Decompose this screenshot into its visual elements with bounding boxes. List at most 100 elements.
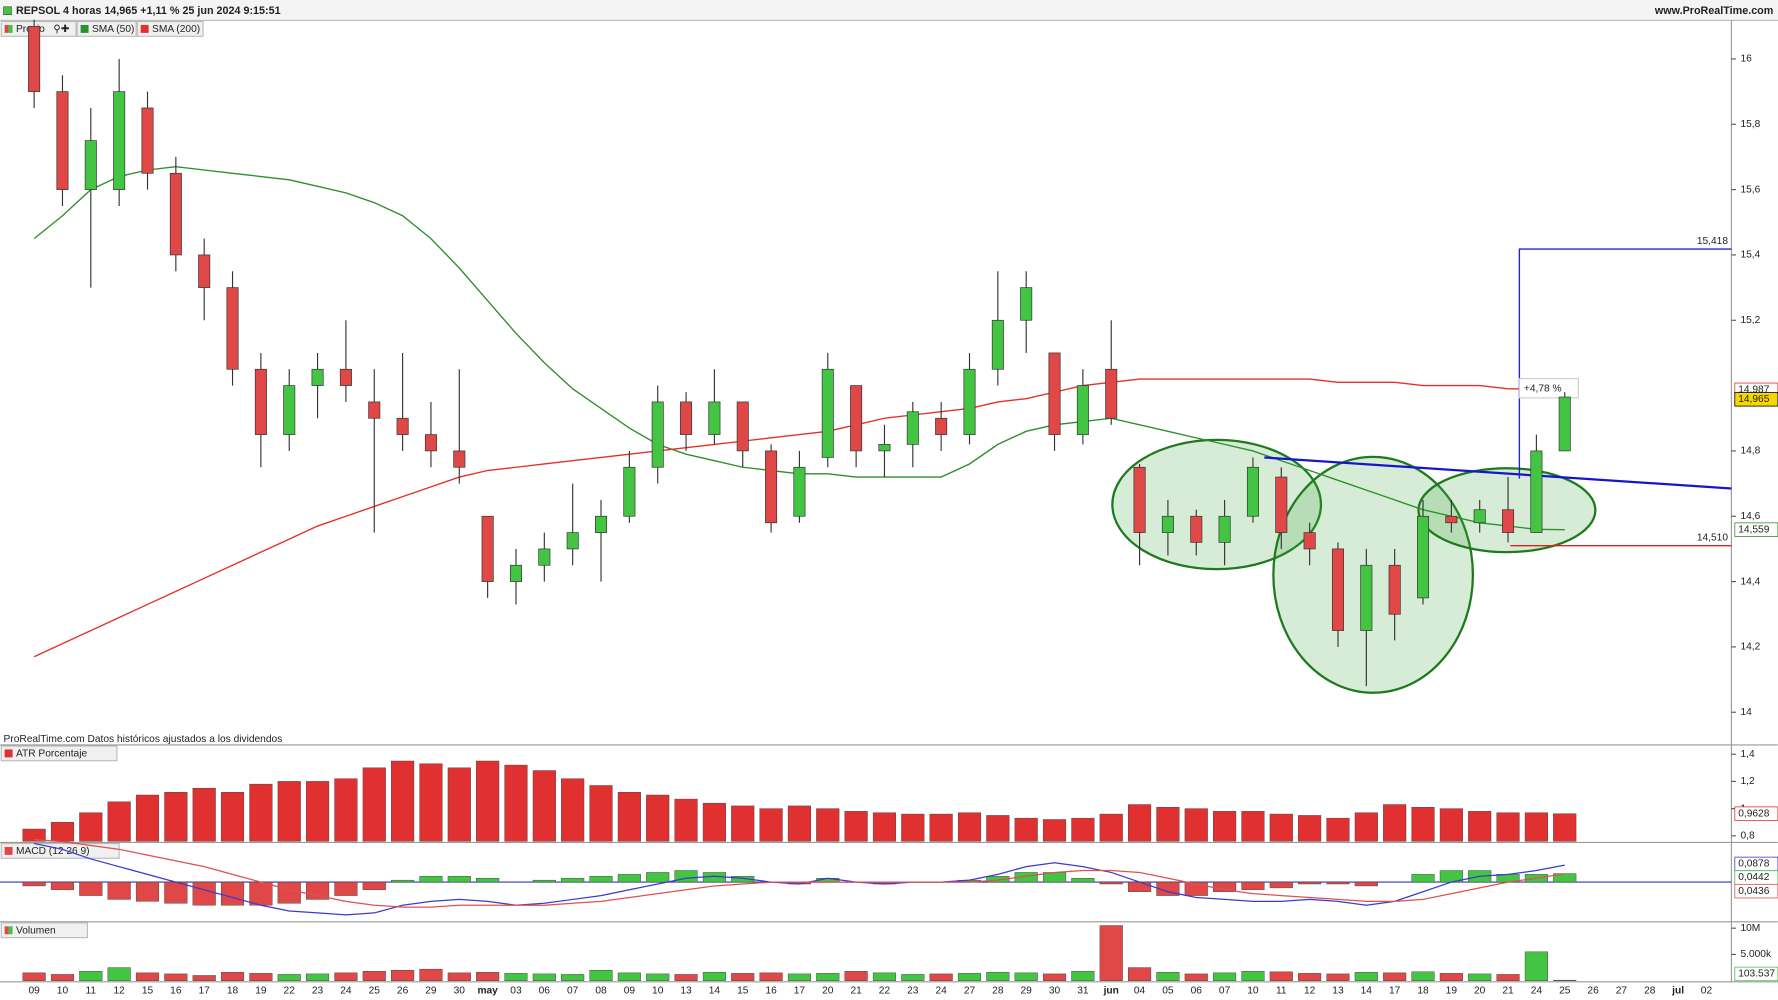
bar [986, 815, 1010, 842]
bar [362, 767, 386, 842]
x-tick-label: 13 [1332, 986, 1344, 997]
bar [447, 767, 471, 842]
legend-tools[interactable]: ⚲✚ [53, 24, 69, 35]
bar [334, 972, 358, 981]
histogram-bar [1128, 881, 1152, 892]
bar [1128, 967, 1152, 981]
bar [702, 972, 726, 981]
histogram-bar [419, 876, 443, 883]
bar [79, 971, 103, 981]
candle-body [169, 172, 182, 256]
bar [306, 781, 330, 842]
legend-box[interactable] [0, 745, 118, 762]
bar [1241, 811, 1265, 842]
candle-body [453, 450, 466, 468]
bar [50, 821, 75, 842]
candle-body [991, 319, 1004, 370]
legend-box[interactable] [76, 20, 137, 37]
histogram-bar [447, 876, 471, 883]
x-tick-label: 11 [1276, 986, 1287, 997]
footnote: ProRealTime.com Datos históricos ajustad… [4, 734, 283, 745]
candle-body [141, 107, 154, 174]
x-tick-label: 08 [595, 986, 607, 997]
bar [107, 801, 131, 842]
axis-value-label: 0,0878 [1738, 859, 1769, 870]
y-tick-label: 1,4 [1740, 749, 1754, 760]
y-tick-label: 14,8 [1740, 446, 1760, 457]
y-tick-label: 14,2 [1740, 642, 1760, 653]
candle-body [1218, 515, 1231, 543]
y-tick-label: 0,8 [1740, 831, 1754, 842]
x-tick-label: 10 [652, 986, 664, 997]
candle-body [339, 368, 352, 386]
x-tick-label: 26 [397, 986, 409, 997]
candle-body [509, 564, 522, 582]
bar [844, 971, 868, 981]
candle-body [878, 444, 891, 452]
measure-line [1518, 248, 1732, 479]
bar [561, 974, 585, 981]
bar [986, 972, 1010, 981]
candle-body [424, 434, 437, 452]
candle-body [680, 401, 693, 435]
legend-swatch [4, 846, 13, 855]
legend-box[interactable] [0, 842, 120, 859]
candle-body [1076, 385, 1089, 435]
bar [249, 973, 273, 981]
header-icon [3, 6, 12, 16]
x-tick-label: 29 [425, 986, 437, 997]
histogram-bar [1099, 881, 1123, 885]
candle-body [84, 140, 97, 190]
legend-box[interactable] [136, 20, 204, 37]
x-tick-label: 09 [28, 986, 40, 997]
bar [107, 967, 131, 981]
candle-body [1502, 509, 1515, 533]
y-tick-label: 14,4 [1740, 576, 1760, 587]
histogram-bar [1326, 881, 1350, 885]
bar [192, 787, 216, 842]
axis-value-label: 14,559 [1738, 524, 1769, 535]
bar [1496, 812, 1520, 842]
bar [929, 973, 953, 981]
candle-body [226, 287, 239, 370]
x-tick-label: 20 [1474, 986, 1486, 997]
histogram-bar [646, 872, 670, 883]
candle-body [1190, 515, 1203, 543]
candle-body [113, 91, 126, 190]
bar [1269, 971, 1293, 981]
bar [1553, 979, 1577, 981]
histogram-bar [532, 879, 556, 883]
header-bar [0, 0, 1778, 21]
bar [22, 972, 46, 981]
bar [1156, 807, 1180, 842]
x-tick-label: 15 [737, 986, 749, 997]
bar [1071, 971, 1095, 981]
change-label: +4,78 % [1524, 384, 1562, 395]
bar [447, 972, 471, 981]
x-tick-label: 30 [454, 986, 466, 997]
x-tick-label: 24 [935, 986, 947, 997]
pattern-ellipse[interactable] [1111, 438, 1323, 571]
macd-line [34, 839, 1565, 908]
bar [589, 969, 613, 981]
bar [1241, 971, 1265, 981]
bar [164, 973, 188, 981]
bar [1099, 813, 1123, 842]
bar [1014, 817, 1038, 842]
bar [220, 972, 245, 981]
bar [901, 813, 925, 842]
x-tick-label: jun [1103, 986, 1119, 997]
candle-body [1530, 450, 1543, 533]
histogram-bar [362, 881, 386, 891]
histogram-bar [164, 881, 188, 904]
x-tick-label: 19 [1446, 986, 1458, 997]
x-tick-label: 18 [227, 986, 239, 997]
bar [306, 973, 330, 981]
legend-swatch [4, 749, 13, 758]
bar [787, 973, 811, 981]
legend-swatch [4, 24, 9, 33]
legend-box[interactable] [0, 922, 88, 939]
candle-body [935, 417, 948, 435]
histogram-bar [1156, 881, 1180, 896]
candle-body [538, 548, 551, 566]
